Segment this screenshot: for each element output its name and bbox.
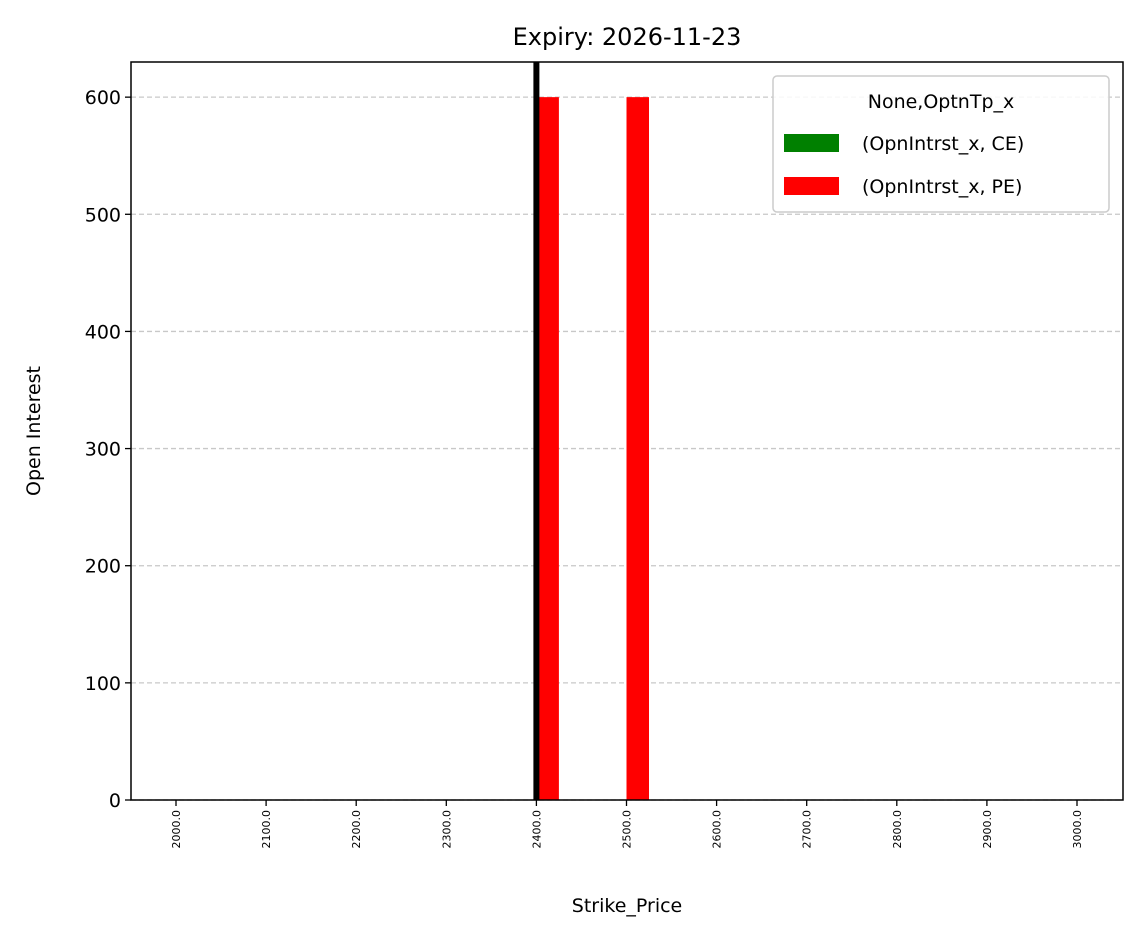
- x-tick-label: 2400.0: [530, 810, 543, 849]
- x-tick-label: 2100.0: [260, 810, 273, 849]
- x-tick-label: 2200.0: [350, 810, 363, 849]
- y-tick-label: 500: [85, 204, 121, 226]
- y-tick-label: 400: [85, 321, 121, 343]
- chart-title: Expiry: 2026-11-23: [513, 23, 742, 51]
- bar-pe-2500.0: [626, 97, 649, 800]
- y-axis: 0 100 200 300 400 500 600: [85, 87, 131, 812]
- y-axis-label: Open Interest: [23, 366, 45, 496]
- legend-title: None,OptnTp_x: [868, 91, 1015, 113]
- legend: None,OptnTp_x (OpnIntrst_x, CE) (OpnIntrs…: [772, 75, 1110, 213]
- y-tick-label: 600: [85, 87, 121, 109]
- x-axis: 2000.0 2100.0 2200.0 2300.0 2400.0 2500.0 2600…: [170, 800, 1084, 849]
- x-axis-label: Strike_Price: [572, 895, 682, 917]
- legend-box: [772, 75, 1110, 213]
- legend-entry: (OpnIntrst_x, CE): [862, 133, 1024, 155]
- legend-swatch: [784, 134, 839, 152]
- bar-pe-2400.0: [536, 97, 559, 800]
- x-tick-label: 2500.0: [621, 810, 634, 849]
- x-tick-label: 2000.0: [170, 810, 183, 849]
- y-tick-label: 100: [85, 673, 121, 695]
- x-tick-label: 2900.0: [981, 810, 994, 849]
- y-tick-label: 300: [85, 439, 121, 461]
- bars: [536, 97, 649, 800]
- x-tick-label: 3000.0: [1071, 810, 1084, 849]
- legend-swatch: [784, 177, 839, 195]
- legend-entry: (OpnIntrst_x, PE): [862, 176, 1022, 198]
- x-tick-label: 2600.0: [711, 810, 724, 849]
- x-tick-label: 2700.0: [801, 810, 814, 849]
- x-tick-label: 2800.0: [891, 810, 904, 849]
- x-tick-label: 2300.0: [440, 810, 453, 849]
- y-tick-label: 0: [109, 790, 121, 812]
- y-tick-label: 200: [85, 556, 121, 578]
